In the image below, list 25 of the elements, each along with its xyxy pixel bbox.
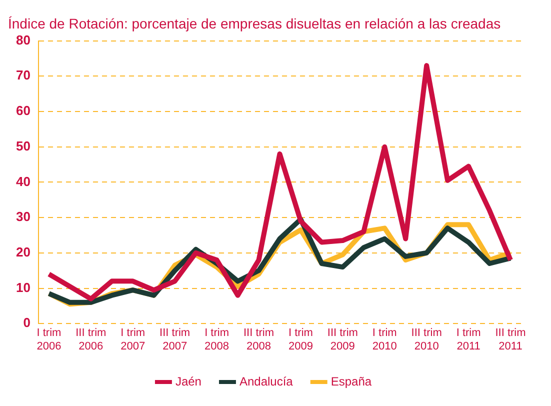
y-tick-label: 20 <box>16 244 30 260</box>
legend-label: España <box>330 374 372 388</box>
y-tick-label: 30 <box>16 209 30 224</box>
legend-label: Andalucía <box>239 374 294 388</box>
y-tick-label: 10 <box>16 280 30 295</box>
x-tick-label: III trim 2006 <box>76 327 106 352</box>
x-tick-label: III trim 2007 <box>160 327 190 352</box>
y-tick-label: 60 <box>16 103 30 118</box>
x-tick-label: III trim 2009 <box>327 327 358 352</box>
x-tick-label: I trim 2006 <box>36 327 62 352</box>
y-tick-label: 80 <box>16 32 30 48</box>
x-tick-label: I trim 2009 <box>288 327 313 352</box>
x-tick-label: I trim 2007 <box>120 327 146 352</box>
x-tick-label: III trim 2011 <box>495 327 526 352</box>
x-tick-label: I trim 2011 <box>456 327 481 352</box>
y-tick-label: 50 <box>16 138 30 154</box>
x-tick-label: III trim 2010 <box>411 327 442 352</box>
y-tick-label: 0 <box>23 315 30 330</box>
chart-title: Índice de Rotación: porcentaje de empresas disueltas en relación a las creadas <box>8 15 501 32</box>
y-tick-label: 70 <box>16 68 30 83</box>
x-tick-label: I trim 2008 <box>204 327 230 352</box>
x-tick-label: III trim 2008 <box>243 327 274 352</box>
x-tick-label: I trim 2010 <box>372 327 397 352</box>
y-tick-label: 40 <box>16 174 30 189</box>
legend-label: Jaén <box>175 374 202 388</box>
